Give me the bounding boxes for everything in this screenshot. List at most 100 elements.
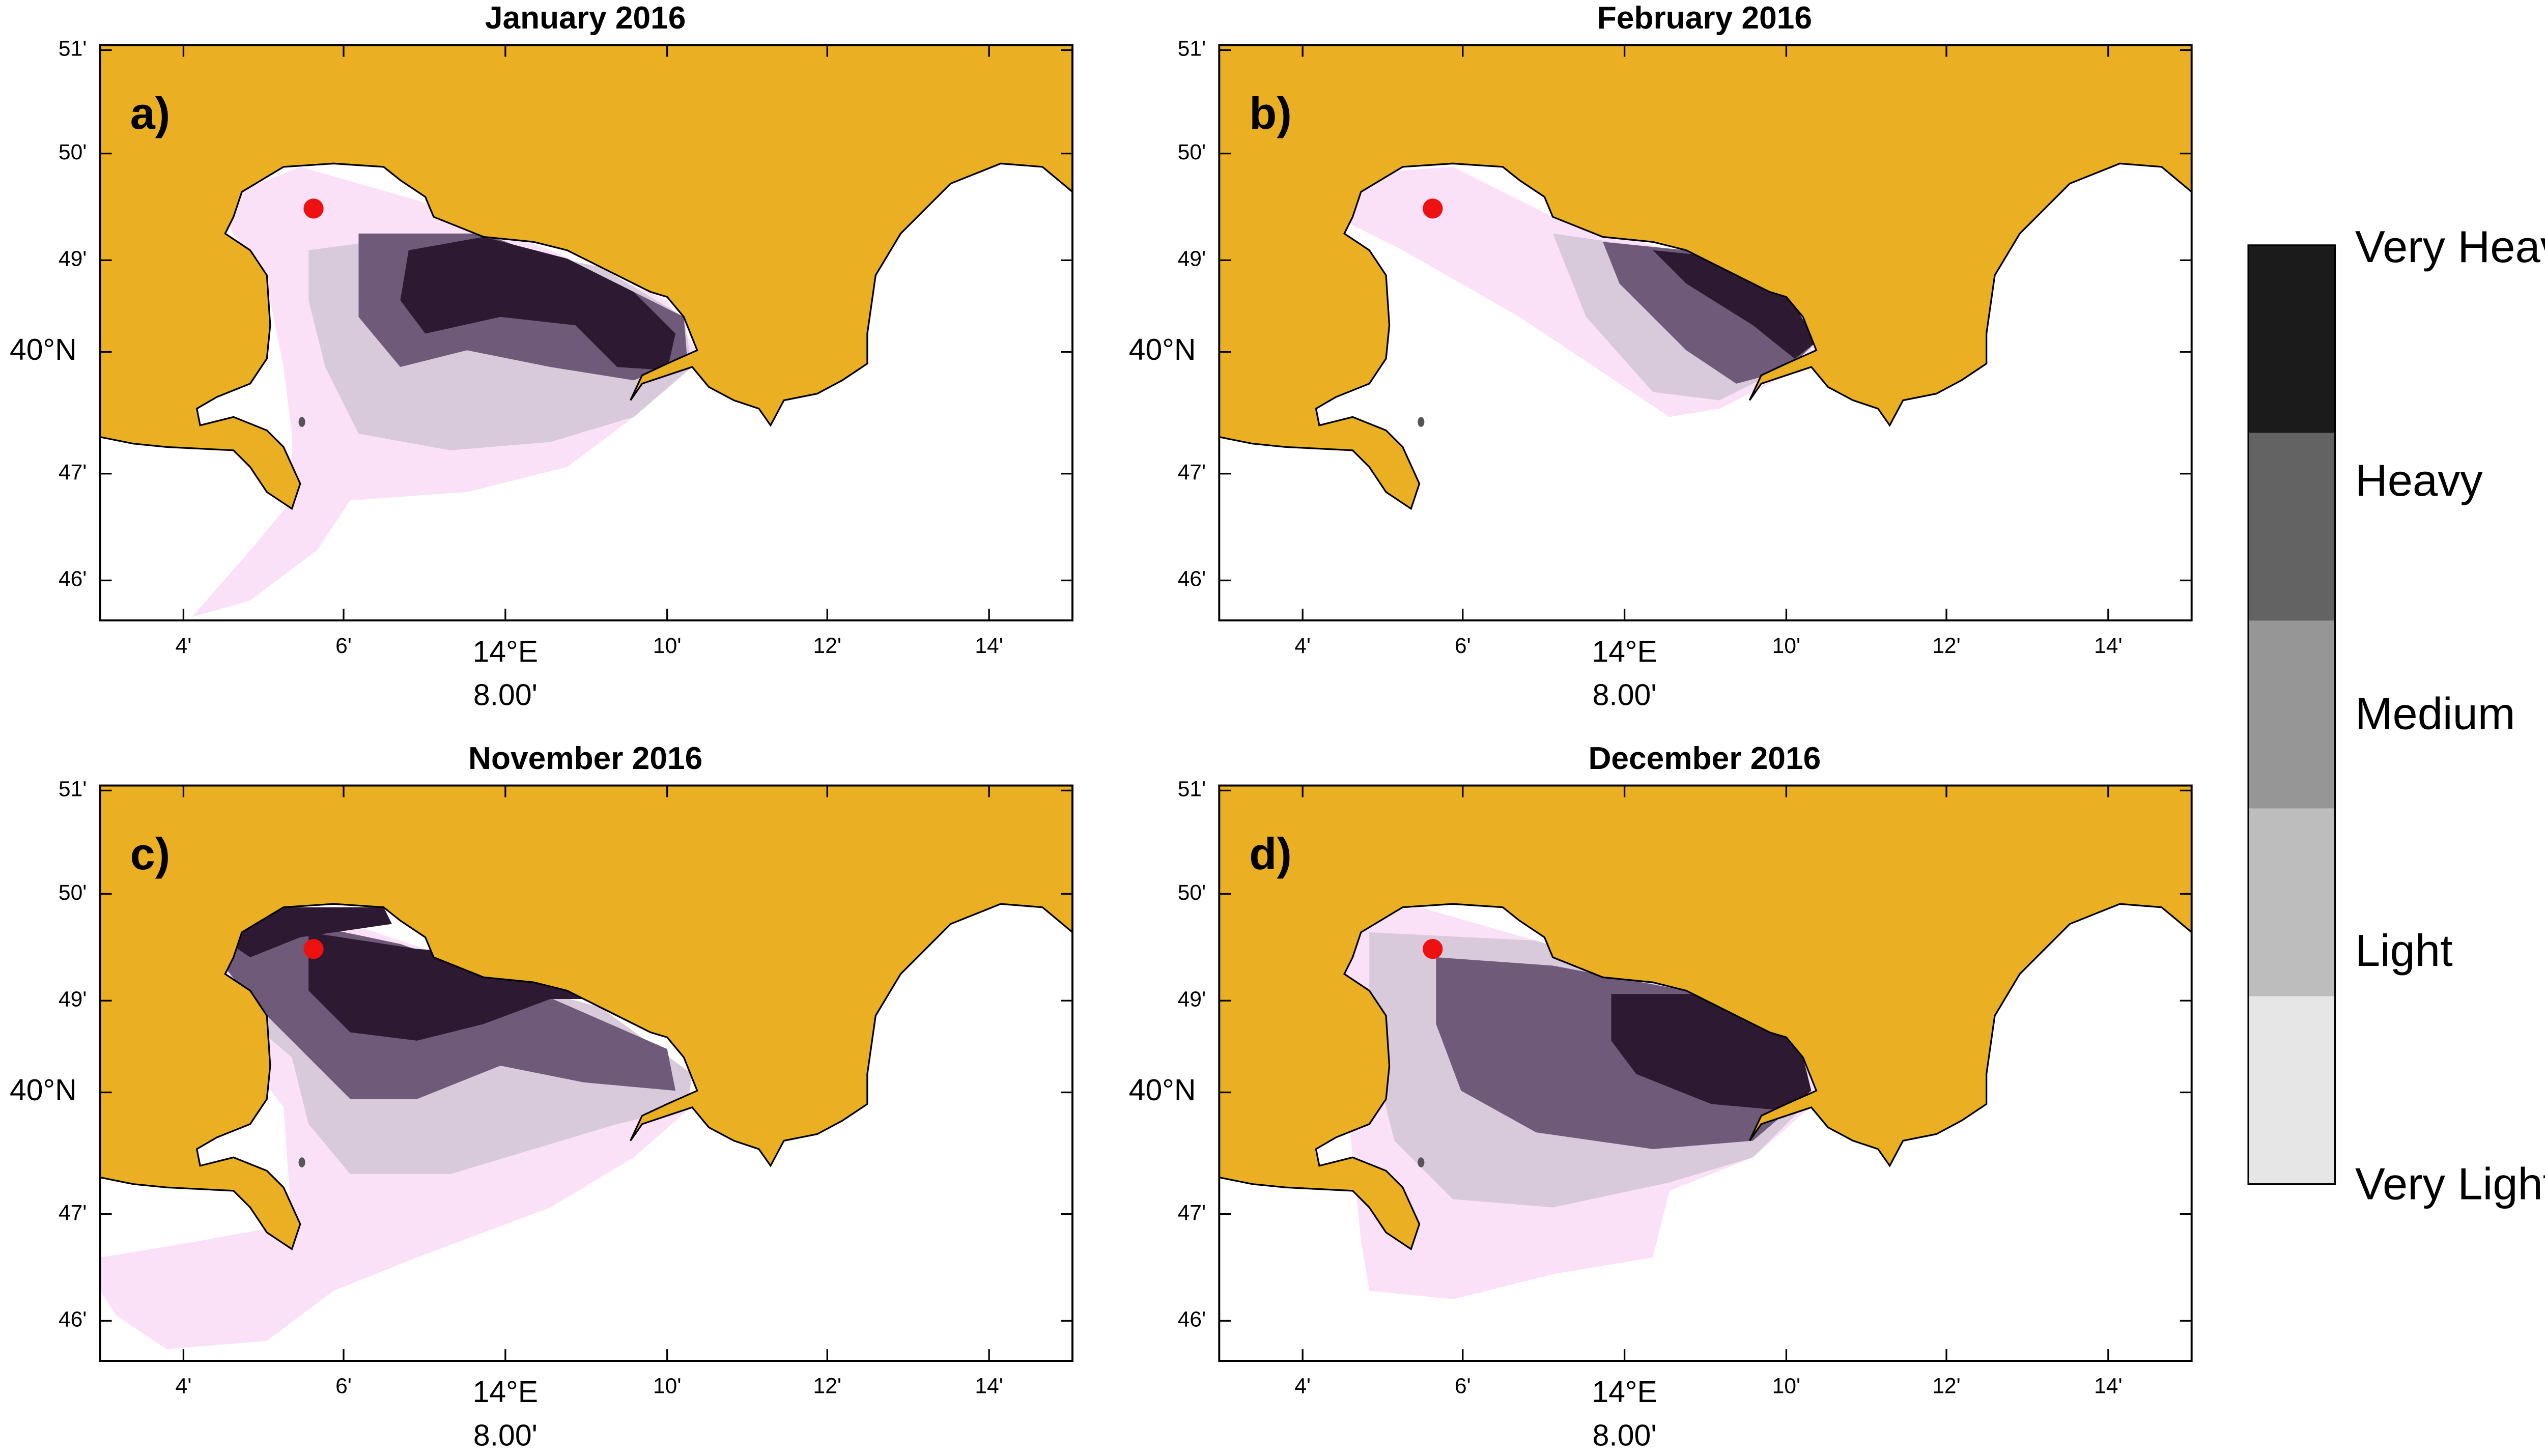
x-tick-label: 6' xyxy=(1455,634,1471,658)
islet xyxy=(298,417,305,427)
legend-band xyxy=(2248,996,2335,1184)
map-panel: November 2016 c) 51' 50' 49' 40°N 47' 46' 4' 6' 14… xyxy=(10,741,1073,1452)
y-tick-label: 51' xyxy=(59,777,87,802)
map-panel: February 2016 b) 51' 50' 49' 40°N 47' 46' 4' 6' 14… xyxy=(1129,1,2193,711)
land xyxy=(1218,44,2193,510)
station-marker xyxy=(303,198,324,219)
plume-zone xyxy=(225,907,392,958)
y-tick-label: 50' xyxy=(59,140,87,164)
y-tick-label: 49' xyxy=(1178,987,1206,1012)
y-tick-label: 47' xyxy=(59,460,87,484)
map-frame xyxy=(1218,44,2193,622)
islet xyxy=(1418,1157,1425,1167)
panel-label: b) xyxy=(1249,88,1292,138)
x-tick-label: 12' xyxy=(1932,1374,1960,1398)
x-tick-label: 14' xyxy=(975,1374,1003,1398)
station-marker xyxy=(1423,939,1443,959)
x-tick-label: 6' xyxy=(1455,1374,1471,1398)
x-tick-label: 14°E xyxy=(473,1376,539,1409)
x-tick-label: 6' xyxy=(335,634,352,658)
land xyxy=(99,784,1073,1251)
legend-label: Very Light xyxy=(2355,1159,2545,1209)
legend-band xyxy=(2248,433,2335,621)
x-tick-label: 6' xyxy=(335,1374,352,1398)
x-axis-label: 8.00' xyxy=(1593,678,1657,711)
x-tick-label: 10' xyxy=(1772,1374,1801,1398)
legend-band xyxy=(2248,620,2335,809)
y-tick-label: 47' xyxy=(1178,460,1206,484)
y-tick-label: 50' xyxy=(1178,140,1206,164)
map-frame xyxy=(99,784,1073,1362)
y-tick-label: 46' xyxy=(1178,567,1206,591)
plume-zone xyxy=(1602,242,1817,384)
x-tick-label: 10' xyxy=(653,1374,681,1398)
land xyxy=(1218,784,2193,1251)
panel-title: November 2016 xyxy=(468,741,702,776)
legend-band xyxy=(2248,808,2335,996)
y-tick-label: 40°N xyxy=(10,1074,77,1107)
x-tick-label: 10' xyxy=(653,634,681,658)
y-tick-label: 51' xyxy=(1178,777,1206,802)
x-axis-label: 8.00' xyxy=(1593,1419,1657,1452)
panel-label: d) xyxy=(1249,829,1292,879)
legend-label: Light xyxy=(2355,925,2453,976)
x-tick-label: 14°E xyxy=(473,635,539,668)
y-tick-label: 49' xyxy=(59,247,87,271)
x-tick-label: 14' xyxy=(2094,1374,2123,1398)
islet xyxy=(298,1157,305,1167)
y-tick-label: 51' xyxy=(1178,37,1206,61)
y-tick-label: 47' xyxy=(59,1201,87,1225)
map-frame xyxy=(1218,784,2193,1362)
x-tick-label: 14' xyxy=(2094,634,2123,658)
panel-label: c) xyxy=(130,829,171,879)
land xyxy=(99,44,1073,510)
y-tick-label: 47' xyxy=(1178,1201,1206,1225)
legend-label: Medium xyxy=(2355,689,2515,739)
y-tick-label: 49' xyxy=(59,987,87,1012)
y-tick-label: 40°N xyxy=(10,333,77,366)
x-tick-label: 12' xyxy=(813,1374,841,1398)
map-panel: December 2016 d) 51' 50' 49' 40°N 47' 46' 4' 6' 14… xyxy=(1129,741,2193,1452)
plume-zone xyxy=(1653,250,1817,359)
legend-frame xyxy=(2247,244,2336,1185)
x-tick-label: 4' xyxy=(1294,634,1311,658)
y-tick-label: 40°N xyxy=(1129,333,1196,366)
y-tick-label: 50' xyxy=(59,880,87,905)
x-tick-label: 12' xyxy=(1932,634,1960,658)
y-tick-label: 51' xyxy=(59,37,87,61)
x-axis-label: 8.00' xyxy=(473,1419,538,1452)
y-tick-label: 49' xyxy=(1178,247,1206,271)
panel-title: February 2016 xyxy=(1597,1,1812,36)
x-tick-label: 4' xyxy=(1294,1374,1311,1398)
plume-zone xyxy=(308,932,617,1041)
y-tick-label: 46' xyxy=(1178,1307,1206,1332)
station-marker xyxy=(303,939,324,959)
map-frame xyxy=(99,44,1073,622)
panel-title: December 2016 xyxy=(1588,741,1821,776)
y-tick-label: 46' xyxy=(59,1307,87,1332)
station-marker xyxy=(1423,198,1443,219)
x-tick-label: 14°E xyxy=(1592,1376,1657,1409)
x-axis-label: 8.00' xyxy=(473,678,538,711)
legend-band xyxy=(2248,245,2335,433)
x-tick-label: 4' xyxy=(176,1374,192,1398)
legend-label: Very Heavy xyxy=(2355,221,2545,272)
plume-zone xyxy=(400,237,676,370)
y-tick-label: 40°N xyxy=(1129,1074,1196,1107)
map-panel: January 2016 a) 51' 50' 49' 40°N 47' 46' 4' 6' 14°… xyxy=(10,1,1073,711)
x-tick-label: 12' xyxy=(813,634,841,658)
y-tick-label: 46' xyxy=(59,567,87,591)
x-tick-label: 10' xyxy=(1772,634,1801,658)
legend-label: Heavy xyxy=(2355,455,2483,505)
panel-label: a) xyxy=(130,88,171,138)
y-tick-label: 50' xyxy=(1178,880,1206,905)
x-tick-label: 14°E xyxy=(1592,635,1657,668)
legend: Very Heavy Heavy Medium Light Very Light xyxy=(2247,221,2545,1209)
x-tick-label: 14' xyxy=(975,634,1003,658)
panel-title: January 2016 xyxy=(485,1,686,36)
islet xyxy=(1418,417,1425,427)
x-tick-label: 4' xyxy=(176,634,192,658)
